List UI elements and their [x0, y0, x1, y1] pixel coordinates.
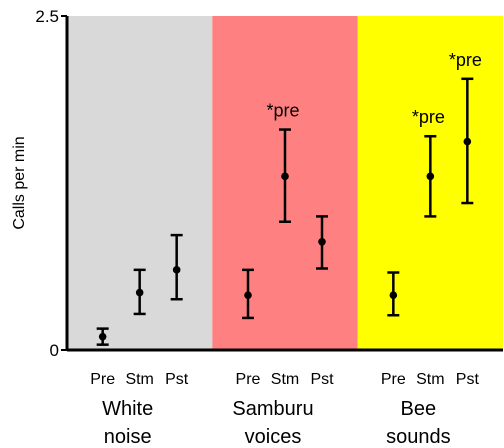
- annotation-1-1: *pre: [266, 101, 299, 121]
- data-point-0-2: [172, 266, 181, 274]
- category-label-2-0: Pre: [381, 371, 406, 388]
- category-label-0-2: Pst: [165, 371, 189, 388]
- annotation-2-2: *pre: [449, 50, 482, 70]
- group-label-0-0: White: [102, 398, 153, 420]
- data-point-2-1: [426, 172, 435, 181]
- category-label-1-0: Pre: [236, 371, 261, 388]
- category-label-1-1: Stm: [271, 371, 299, 388]
- category-label-0-1: Stm: [125, 371, 153, 388]
- y-axis-label: Calls per min: [11, 136, 28, 229]
- category-label-2-1: Stm: [416, 371, 444, 388]
- data-point-1-0: [244, 291, 252, 300]
- annotation-2-1: *pre: [412, 107, 445, 127]
- labels: 0 2.5 Calls per min Pre Stm Pst White noise Pre *…: [11, 7, 482, 448]
- data-point-1-2: [318, 237, 326, 246]
- data-point-2-2: [463, 137, 472, 146]
- data-point-0-0: [98, 332, 107, 341]
- y-tick-label-1: 2.5: [35, 7, 59, 26]
- data-point-2-0: [389, 291, 398, 300]
- category-label-1-2: Pst: [310, 371, 334, 388]
- group-label-1-0: Samburu: [232, 398, 313, 420]
- y-tick-label-0: 0: [50, 341, 59, 360]
- category-label-2-2: Pst: [456, 371, 480, 388]
- group-label-0-1: noise: [104, 426, 152, 448]
- group-label-1-1: voices: [245, 426, 302, 448]
- category-label-0-0: Pre: [90, 371, 115, 388]
- data-point-0-1: [135, 288, 144, 297]
- group-label-2-0: Bee: [401, 398, 437, 420]
- data-marks: [96, 77, 474, 346]
- axes: [61, 15, 503, 352]
- data-point-1-1: [281, 172, 289, 181]
- group-label-2-1: sounds: [386, 426, 451, 448]
